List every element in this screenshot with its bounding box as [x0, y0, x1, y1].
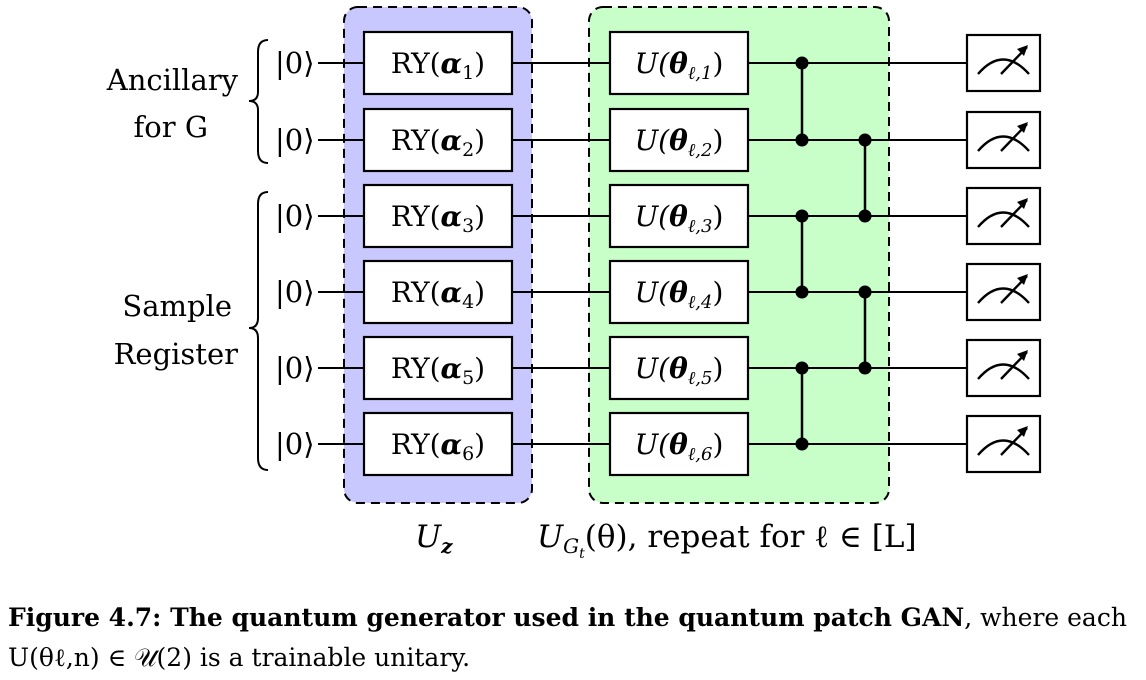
cz-control-dot-1-2-b — [795, 133, 809, 147]
meter-arc-icon-5 — [977, 363, 1030, 380]
circuit-gates: |0⟩ RY(α1) U(θℓ,1) |0⟩ RY(α2) U(θℓ,2) |0⟩ RY(α3… — [275, 30, 1042, 477]
cz-control-dot-3-4-b — [795, 285, 809, 299]
meter-arrow-icon-3 — [1017, 198, 1028, 209]
ket-zero-4: |0⟩ — [275, 275, 315, 309]
ancillary-label-line2: for G — [134, 110, 208, 144]
ancillary-brace — [248, 39, 269, 164]
u-gate-3 — [608, 183, 750, 249]
u-gate-4 — [608, 259, 750, 325]
u-gate-label-6: U(θℓ,6) — [635, 428, 724, 465]
u-gate-label-1: U(θℓ,1) — [635, 47, 724, 84]
cz-control-dot-2-3-b — [858, 209, 872, 223]
ry-gate-6 — [362, 411, 514, 477]
ancillary-label-line1: Ancillary — [106, 63, 239, 97]
measurement-3 — [965, 186, 1042, 246]
cz-control-dot-5-6-b — [795, 437, 809, 451]
meter-arc-icon-3 — [977, 211, 1030, 228]
meter-arrow-icon-2 — [1017, 122, 1028, 133]
measurement-5 — [965, 338, 1042, 398]
ket-zero-2: |0⟩ — [275, 123, 315, 157]
quantum-generator-circuit: Ancillary for G Sample Register |0⟩ RY(α1… — [106, 6, 1042, 562]
ry-gate-4 — [362, 259, 514, 325]
meter-arrow-icon-5 — [1017, 350, 1028, 361]
measurement-1 — [965, 33, 1042, 93]
ket-zero-6: |0⟩ — [275, 427, 315, 461]
u-gate-1 — [608, 30, 750, 96]
ug-label: UGt(θ), repeat for ℓ ∈ [L] — [537, 519, 917, 562]
cz-control-dot-5-6-a — [795, 361, 809, 375]
cz-control-dot-4-5-a — [858, 285, 872, 299]
meter-arrow-icon-6 — [1017, 426, 1028, 437]
ket-zero-1: |0⟩ — [275, 46, 315, 80]
cz-control-dot-4-5-b — [858, 361, 872, 375]
u-gate-label-5: U(θℓ,5) — [635, 352, 724, 389]
sample-register-brace — [248, 191, 269, 471]
ry-gate-label-4: RY(α4) — [391, 276, 485, 313]
ry-gate-5 — [362, 335, 514, 401]
meter-arc-icon-6 — [977, 439, 1030, 456]
ket-zero-5: |0⟩ — [275, 351, 315, 385]
cz-entanglers — [795, 56, 872, 451]
cz-control-dot-1-2-a — [795, 56, 809, 70]
ket-zero-3: |0⟩ — [275, 199, 315, 233]
ry-gate-label-5: RY(α5) — [391, 352, 485, 389]
measurement-6 — [965, 414, 1042, 474]
u-gate-2 — [608, 107, 750, 173]
measurement-4 — [965, 262, 1042, 322]
u-gate-5 — [608, 335, 750, 401]
caption-title: Figure 4.7: The quantum generator used i… — [8, 603, 965, 632]
measurement-2 — [965, 110, 1042, 170]
meter-arrow-icon-1 — [1017, 45, 1028, 56]
meter-arc-icon-1 — [977, 58, 1030, 75]
cz-control-dot-2-3-a — [858, 133, 872, 147]
ry-gate-label-1: RY(α1) — [391, 47, 485, 84]
meter-arc-icon-2 — [977, 135, 1030, 152]
caption-body: , where each U(θℓ,n) ∈ 𝒰(2) is a trainab… — [8, 603, 1127, 672]
u-gate-label-3: U(θℓ,3) — [635, 200, 724, 237]
sample-label-line2: Register — [114, 337, 239, 371]
ry-gate-1 — [362, 30, 514, 96]
meter-arrow-icon-4 — [1017, 274, 1028, 285]
ry-gate-3 — [362, 183, 514, 249]
ry-gate-label-2: RY(α2) — [391, 124, 485, 161]
u-gate-6 — [608, 411, 750, 477]
uz-label: Uz — [415, 519, 453, 558]
ry-gate-2 — [362, 107, 514, 173]
u-gate-label-2: U(θℓ,2) — [635, 124, 724, 161]
qubit-wires — [318, 62, 967, 445]
cz-control-dot-3-4-a — [795, 209, 809, 223]
ry-gate-label-3: RY(α3) — [391, 200, 485, 237]
u-gate-label-4: U(θℓ,4) — [635, 276, 724, 313]
sample-label-line1: Sample — [122, 289, 232, 323]
figure-caption: Figure 4.7: The quantum generator used i… — [8, 598, 1142, 678]
ry-gate-label-6: RY(α6) — [391, 428, 485, 465]
meter-arc-icon-4 — [977, 287, 1030, 304]
